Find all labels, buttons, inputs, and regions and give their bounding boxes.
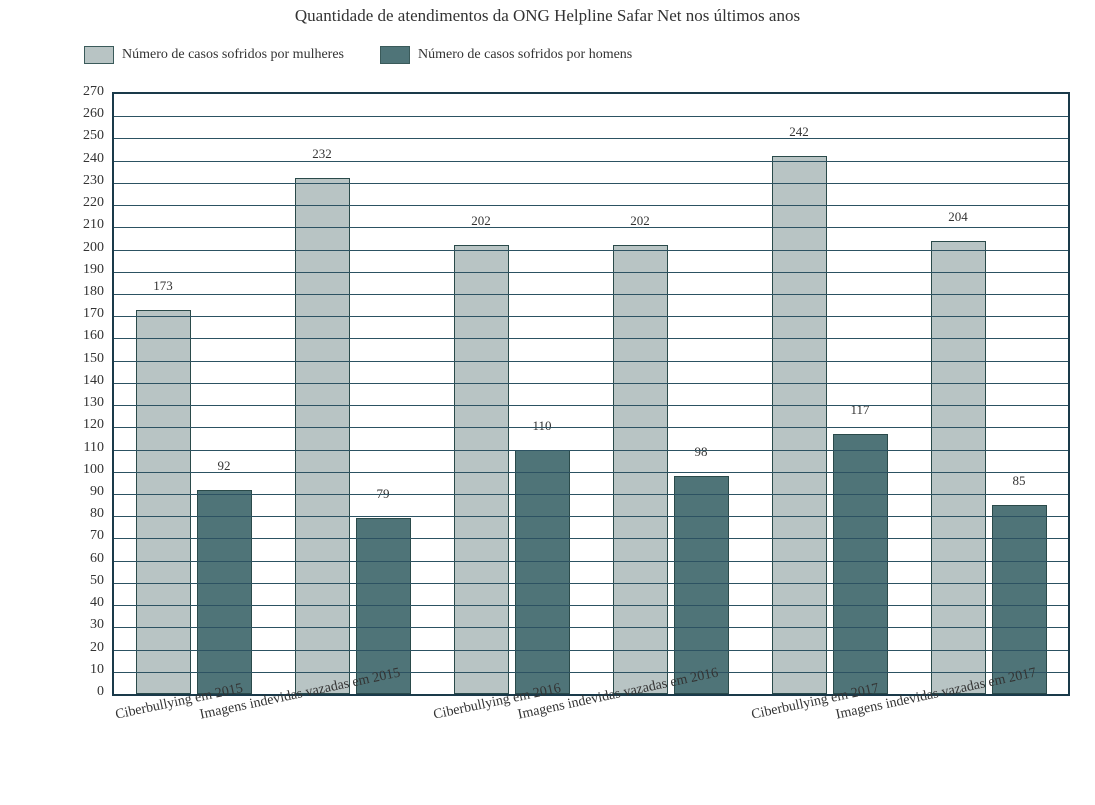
gridline xyxy=(114,227,1068,228)
bar-mulheres xyxy=(136,310,191,694)
y-tick-label: 270 xyxy=(83,84,104,100)
legend-item-homens: Número de casos sofridos por homens xyxy=(380,46,632,64)
y-tick-label: 80 xyxy=(90,506,104,522)
gridline xyxy=(114,338,1068,339)
y-tick-label: 20 xyxy=(90,640,104,656)
y-tick-label: 150 xyxy=(83,351,104,367)
legend-swatch-mulheres xyxy=(84,46,114,64)
x-axis: Ciberbullying em 2015Imagens indevidas v… xyxy=(112,694,1066,804)
legend-item-mulheres: Número de casos sofridos por mulheres xyxy=(84,46,344,64)
gridline xyxy=(114,250,1068,251)
gridline xyxy=(114,605,1068,606)
bar-homens xyxy=(674,476,729,694)
gridline xyxy=(114,272,1068,273)
bar-homens xyxy=(197,490,252,694)
gridline xyxy=(114,494,1068,495)
y-tick-label: 160 xyxy=(83,328,104,344)
bar-value-label: 110 xyxy=(532,418,551,434)
y-tick-label: 210 xyxy=(83,217,104,233)
gridline xyxy=(114,161,1068,162)
bar-value-label: 173 xyxy=(153,278,173,294)
y-tick-label: 110 xyxy=(84,440,104,456)
bar-value-label: 204 xyxy=(948,209,968,225)
bar-homens xyxy=(833,434,888,694)
legend-label-mulheres: Número de casos sofridos por mulheres xyxy=(122,47,344,63)
gridline xyxy=(114,583,1068,584)
gridline xyxy=(114,116,1068,117)
gridline xyxy=(114,538,1068,539)
y-tick-label: 240 xyxy=(83,151,104,167)
chart-title: Quantidade de atendimentos da ONG Helpli… xyxy=(0,6,1095,26)
y-tick-label: 10 xyxy=(90,662,104,678)
legend: Número de casos sofridos por mulheres Núm… xyxy=(84,46,632,64)
y-tick-label: 200 xyxy=(83,240,104,256)
y-tick-label: 140 xyxy=(83,373,104,389)
bar-value-label: 85 xyxy=(1013,473,1026,489)
bar-value-label: 98 xyxy=(695,444,708,460)
gridline xyxy=(114,450,1068,451)
gridline xyxy=(114,427,1068,428)
plot-area: 17392232792021102029824211720485 xyxy=(112,92,1070,696)
chart-container: Quantidade de atendimentos da ONG Helpli… xyxy=(0,0,1095,805)
gridline xyxy=(114,205,1068,206)
gridline xyxy=(114,561,1068,562)
y-tick-label: 70 xyxy=(90,528,104,544)
gridline xyxy=(114,650,1068,651)
y-tick-label: 180 xyxy=(83,284,104,300)
y-axis: 0102030405060708090100110120130140150160… xyxy=(0,92,110,692)
bar-homens xyxy=(515,450,570,694)
y-tick-label: 230 xyxy=(83,173,104,189)
gridline xyxy=(114,183,1068,184)
y-tick-label: 50 xyxy=(90,573,104,589)
y-tick-label: 0 xyxy=(97,684,104,700)
gridline xyxy=(114,361,1068,362)
gridline xyxy=(114,138,1068,139)
gridline xyxy=(114,383,1068,384)
gridline xyxy=(114,516,1068,517)
gridline xyxy=(114,294,1068,295)
y-tick-label: 170 xyxy=(83,306,104,322)
bar-homens xyxy=(992,505,1047,694)
bars-layer: 17392232792021102029824211720485 xyxy=(114,94,1068,694)
y-tick-label: 220 xyxy=(83,195,104,211)
chart-title-text: Quantidade de atendimentos da ONG Helpli… xyxy=(295,6,800,25)
y-tick-label: 100 xyxy=(83,462,104,478)
y-tick-label: 130 xyxy=(83,395,104,411)
bar-mulheres xyxy=(931,241,986,694)
gridline xyxy=(114,627,1068,628)
y-tick-label: 40 xyxy=(90,595,104,611)
gridline xyxy=(114,405,1068,406)
gridline xyxy=(114,672,1068,673)
bar-mulheres xyxy=(772,156,827,694)
bar-mulheres xyxy=(295,178,350,694)
y-tick-label: 190 xyxy=(83,262,104,278)
legend-swatch-homens xyxy=(380,46,410,64)
gridline xyxy=(114,472,1068,473)
y-tick-label: 30 xyxy=(90,617,104,633)
y-tick-label: 250 xyxy=(83,128,104,144)
y-tick-label: 60 xyxy=(90,551,104,567)
y-tick-label: 90 xyxy=(90,484,104,500)
gridline xyxy=(114,316,1068,317)
y-tick-label: 120 xyxy=(83,417,104,433)
legend-label-homens: Número de casos sofridos por homens xyxy=(418,47,632,63)
y-tick-label: 260 xyxy=(83,106,104,122)
